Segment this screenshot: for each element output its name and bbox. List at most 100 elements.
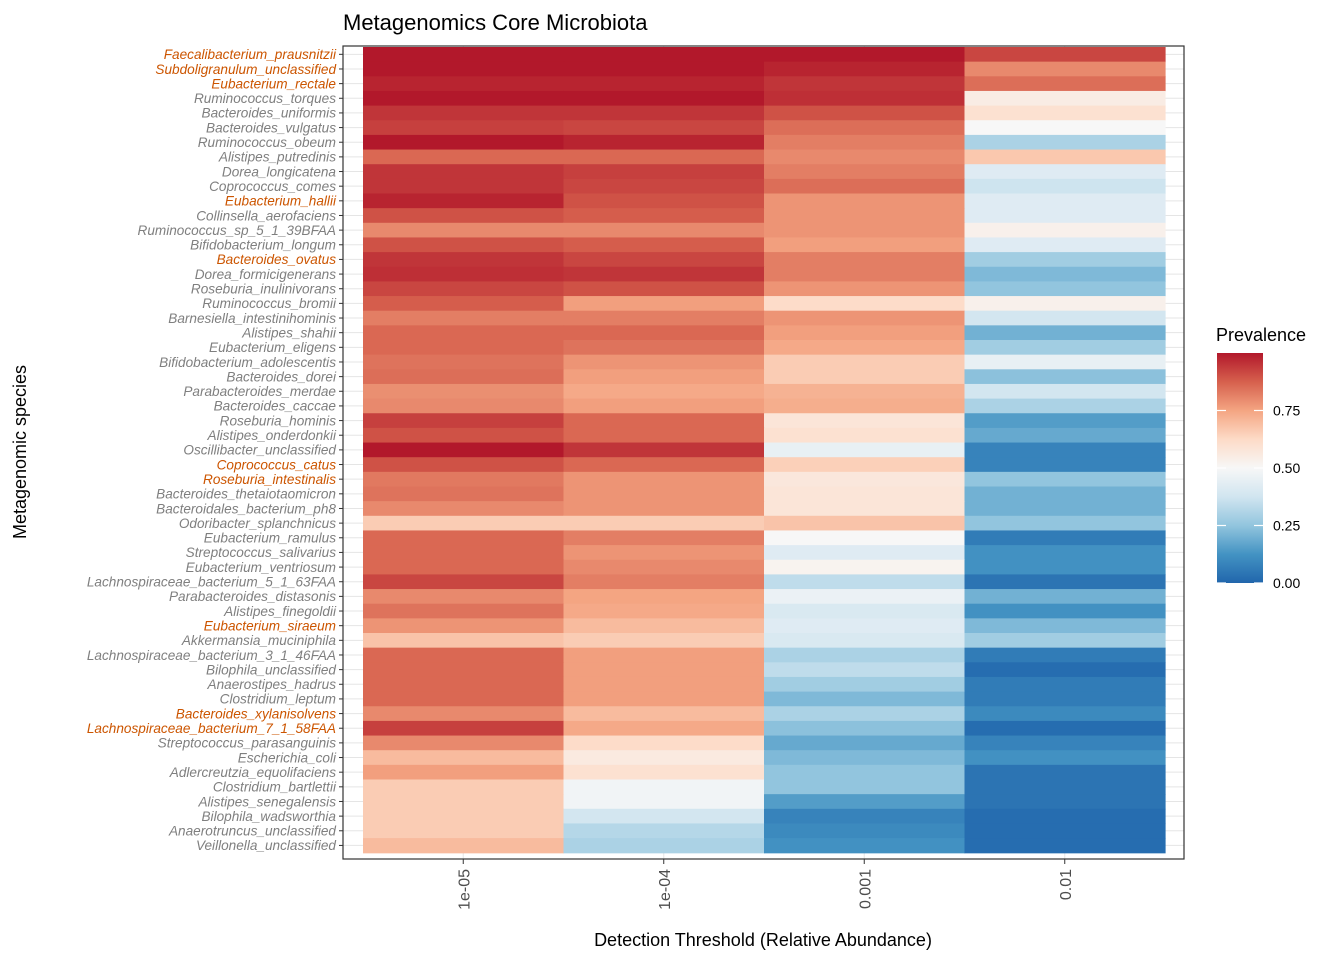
heatmap-cell — [764, 603, 966, 619]
heatmap-cell — [363, 222, 565, 239]
heatmap-cell — [563, 779, 765, 795]
heatmap-cell — [363, 90, 565, 107]
heatmap-cell — [764, 134, 966, 151]
heatmap-cell — [764, 61, 966, 77]
heatmap-cell — [563, 662, 765, 678]
y-tick-label: Roseburia_intestinalis — [203, 472, 336, 487]
heatmap-cell — [563, 633, 765, 649]
y-tick-label: Adlercreutzia_equolifaciens — [169, 765, 336, 780]
heatmap-cell — [764, 706, 966, 722]
heatmap-cell — [964, 808, 1166, 825]
heatmap-cell — [964, 603, 1166, 619]
heatmap-cell — [563, 47, 765, 63]
y-tick-label: Lachnospiraceae_bacterium_3_1_46FAA — [87, 648, 336, 663]
heatmap-cell — [363, 764, 565, 781]
heatmap-cell — [363, 237, 565, 253]
y-tick-label: Anaerostipes_hadrus — [207, 677, 337, 692]
heatmap-cell — [563, 501, 765, 517]
heatmap-cell — [764, 486, 966, 502]
heatmap-cell — [363, 47, 565, 63]
heatmap-cell — [764, 208, 966, 224]
y-tick-label: Ruminococcus_torques — [194, 91, 336, 106]
heatmap-cell — [363, 149, 565, 165]
heatmap-cell — [363, 120, 565, 136]
y-tick-label: Akkermansia_muciniphila — [181, 633, 337, 648]
heatmap-cell — [964, 281, 1166, 297]
heatmap-cell — [964, 706, 1166, 722]
heatmap-cell — [363, 471, 565, 488]
y-tick-label: Bacteroides_caccae — [214, 399, 337, 414]
heatmap-cell — [964, 193, 1166, 209]
heatmap-cell — [363, 383, 565, 400]
y-tick-label: Alistipes_shahii — [241, 325, 337, 340]
heatmap-cell — [563, 794, 765, 810]
heatmap-cell — [563, 281, 765, 297]
heatmap-cell — [363, 779, 565, 795]
heatmap-cell — [363, 633, 565, 649]
heatmap-cell — [964, 589, 1166, 605]
heatmap-cell — [964, 266, 1166, 282]
y-tick-label: Bacteroides_thetaiotaomicron — [156, 487, 336, 502]
y-tick-label: Escherichia_coli — [238, 750, 337, 765]
heatmap-cell — [363, 325, 565, 341]
heatmap-cell — [363, 589, 565, 605]
heatmap-cell — [964, 252, 1166, 268]
heatmap-cell — [563, 325, 765, 341]
heatmap-cell — [363, 369, 565, 385]
heatmap-cell — [563, 252, 765, 268]
heatmap-cell — [563, 589, 765, 605]
heatmap-cell — [764, 76, 966, 92]
heatmap-cell — [764, 545, 966, 561]
y-tick-label: Bilophila_unclassified — [206, 662, 336, 677]
heatmap-cell — [363, 750, 565, 766]
heatmap-cell — [363, 193, 565, 209]
heatmap-cell — [764, 369, 966, 385]
heatmap-cell — [563, 515, 765, 532]
heatmap-cell — [563, 398, 765, 414]
heatmap-cell — [563, 442, 765, 458]
y-tick-label: Streptococcus_salivarius — [186, 545, 337, 560]
heatmap-cell — [563, 457, 765, 473]
heatmap-cell — [363, 647, 565, 663]
heatmap-cell — [964, 398, 1166, 414]
heatmap-cell — [964, 471, 1166, 488]
x-axis-label: Detection Threshold (Relative Abundance) — [594, 930, 932, 950]
heatmap-cell — [563, 134, 765, 151]
heatmap-cell — [764, 779, 966, 795]
heatmap-cell — [563, 574, 765, 590]
heatmap-cell — [363, 720, 565, 737]
y-tick-label: Bacteroides_vulgatus — [206, 120, 336, 135]
heatmap-cell — [964, 442, 1166, 458]
heatmap-cell — [964, 486, 1166, 502]
heatmap-cell — [363, 208, 565, 224]
heatmap-cell — [964, 457, 1166, 473]
y-tick-label: Barnesiella_intestinihominis — [168, 311, 336, 326]
y-tick-label: Bacteroidales_bacterium_ph8 — [156, 501, 336, 516]
y-tick-label: Ruminococcus_sp_5_1_39BFAA — [138, 223, 336, 238]
heatmap-cell — [363, 662, 565, 678]
heatmap-cell — [764, 574, 966, 590]
heatmap-cell — [363, 398, 565, 414]
heatmap-cell — [563, 618, 765, 634]
heatmap-cell — [964, 120, 1166, 136]
heatmap-cell — [563, 193, 765, 209]
heatmap-cell — [563, 706, 765, 722]
y-tick-label: Odoribacter_splanchnicus — [179, 516, 336, 531]
heatmap-cells — [363, 47, 1166, 854]
plot-border — [342, 45, 1185, 860]
heatmap-cell — [764, 676, 966, 693]
y-tick-label: Lachnospiraceae_bacterium_7_1_58FAA — [87, 721, 336, 736]
heatmap-cell — [964, 676, 1166, 693]
heatmap-cell — [764, 47, 966, 63]
heatmap-cell — [563, 471, 765, 488]
heatmap-cell — [363, 178, 565, 195]
heatmap-cell — [563, 486, 765, 502]
heatmap-cell — [764, 750, 966, 766]
heatmap-cell — [764, 501, 966, 517]
heatmap-cell — [964, 501, 1166, 517]
heatmap-cell — [563, 222, 765, 239]
x-tick-label: 0.001 — [857, 869, 874, 909]
y-tick-label: Bifidobacterium_longum — [190, 238, 336, 253]
heatmap-cell — [563, 823, 765, 839]
y-tick-label: Eubacterium_eligens — [209, 340, 336, 355]
